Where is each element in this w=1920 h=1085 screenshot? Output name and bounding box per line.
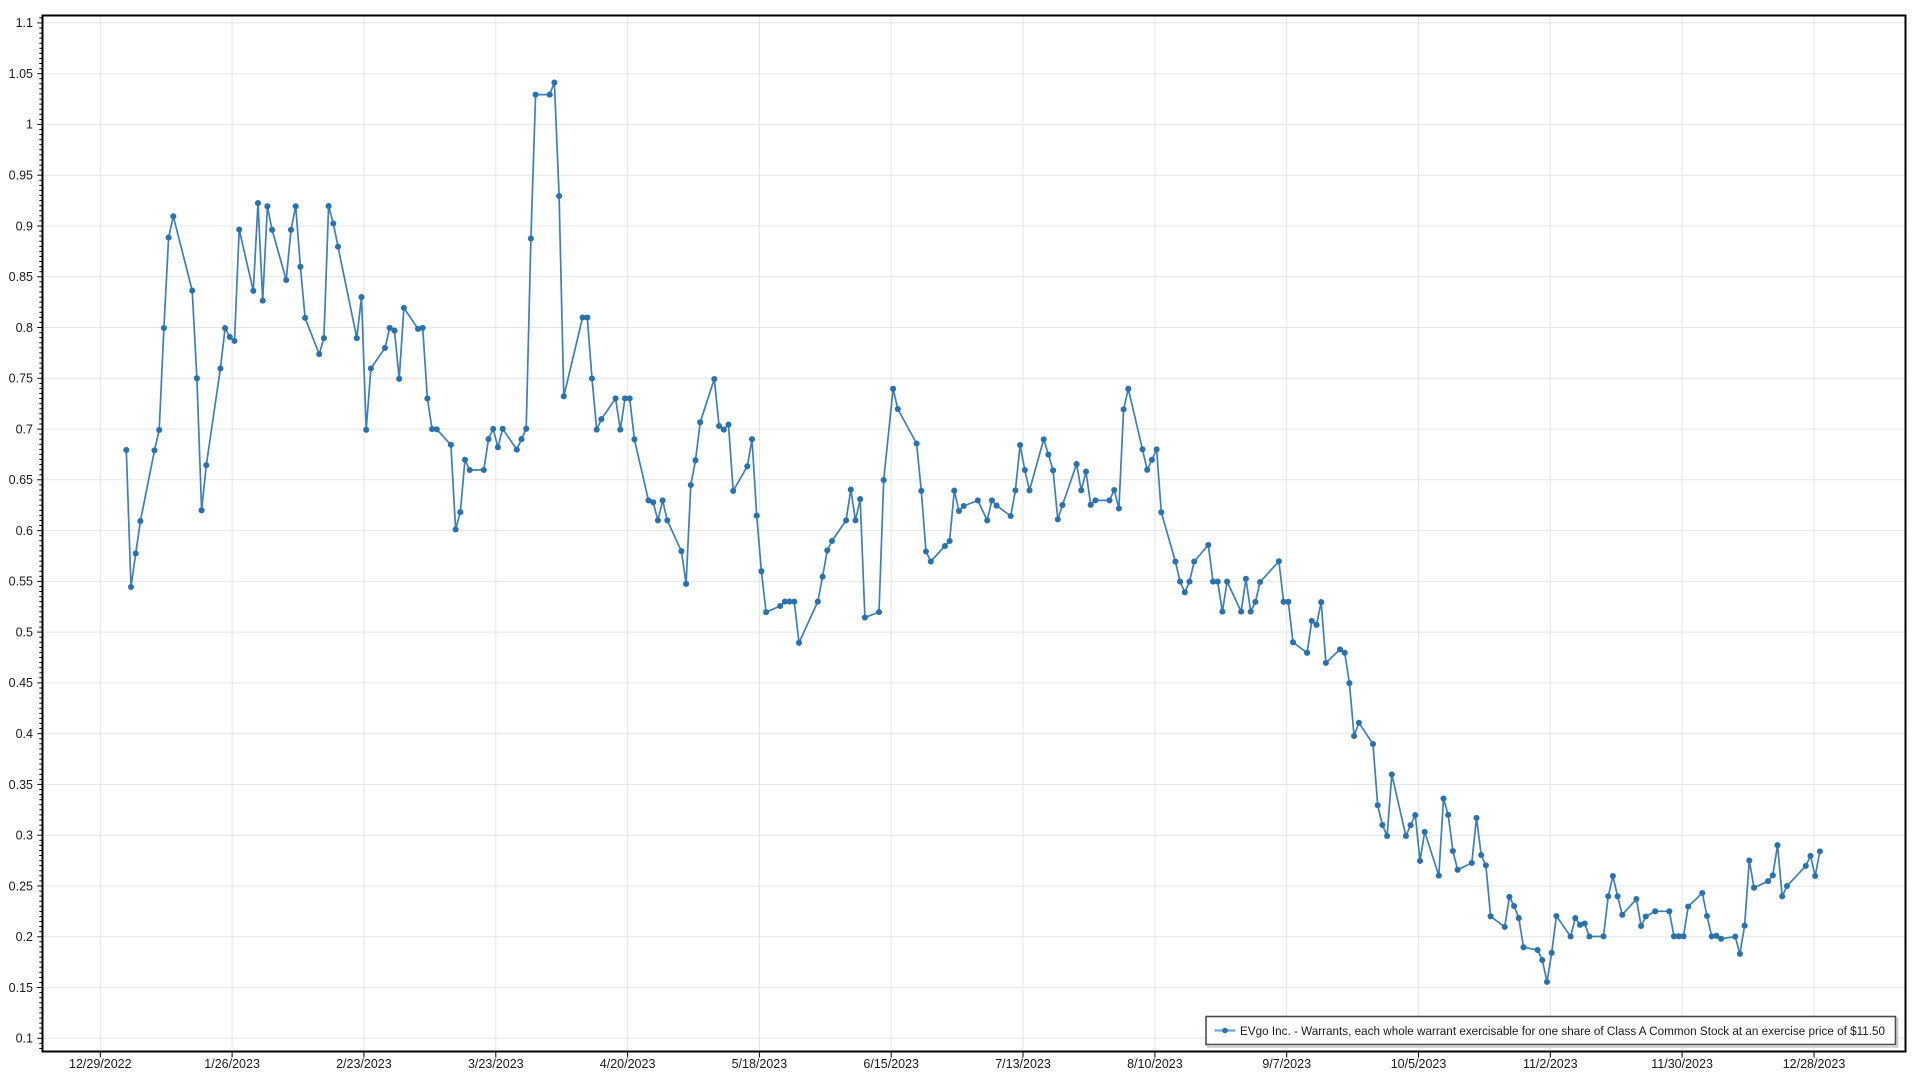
svg-text:8/10/2023: 8/10/2023 xyxy=(1127,1057,1183,1071)
svg-text:0.2: 0.2 xyxy=(16,930,33,944)
svg-text:11/30/2023: 11/30/2023 xyxy=(1651,1057,1713,1071)
svg-text:0.85: 0.85 xyxy=(9,270,33,284)
svg-text:0.8: 0.8 xyxy=(16,321,33,335)
svg-text:0.75: 0.75 xyxy=(9,372,33,386)
svg-text:0.15: 0.15 xyxy=(9,981,33,995)
svg-text:0.55: 0.55 xyxy=(9,575,33,589)
svg-text:0.35: 0.35 xyxy=(9,778,33,792)
svg-text:0.6: 0.6 xyxy=(16,524,33,538)
svg-text:12/29/2022: 12/29/2022 xyxy=(69,1057,132,1071)
svg-text:5/18/2023: 5/18/2023 xyxy=(732,1057,788,1071)
svg-text:0.1: 0.1 xyxy=(16,1032,33,1046)
svg-text:0.7: 0.7 xyxy=(16,422,33,436)
svg-text:10/5/2023: 10/5/2023 xyxy=(1391,1057,1447,1071)
svg-text:1.05: 1.05 xyxy=(9,67,33,81)
svg-text:3/23/2023: 3/23/2023 xyxy=(468,1057,524,1071)
svg-text:0.45: 0.45 xyxy=(9,676,33,690)
svg-text:EVgo Inc. - Warrants, each who: EVgo Inc. - Warrants, each whole warrant… xyxy=(1240,1024,1885,1038)
svg-text:1/26/2023: 1/26/2023 xyxy=(204,1057,260,1071)
svg-text:1.1: 1.1 xyxy=(16,16,33,30)
svg-text:4/20/2023: 4/20/2023 xyxy=(600,1057,656,1071)
svg-text:0.65: 0.65 xyxy=(9,473,33,487)
svg-text:0.3: 0.3 xyxy=(16,829,33,843)
svg-text:1: 1 xyxy=(26,118,33,132)
svg-text:0.95: 0.95 xyxy=(9,169,33,183)
svg-text:2/23/2023: 2/23/2023 xyxy=(336,1057,392,1071)
svg-text:0.9: 0.9 xyxy=(16,219,33,233)
svg-text:12/28/2023: 12/28/2023 xyxy=(1783,1057,1846,1071)
svg-text:0.25: 0.25 xyxy=(9,879,33,893)
svg-text:0.4: 0.4 xyxy=(16,727,33,741)
svg-text:6/15/2023: 6/15/2023 xyxy=(863,1057,919,1071)
svg-text:11/2/2023: 11/2/2023 xyxy=(1523,1057,1578,1071)
svg-text:0.5: 0.5 xyxy=(16,625,33,639)
svg-text:9/7/2023: 9/7/2023 xyxy=(1262,1057,1311,1071)
svg-text:7/13/2023: 7/13/2023 xyxy=(995,1057,1051,1071)
